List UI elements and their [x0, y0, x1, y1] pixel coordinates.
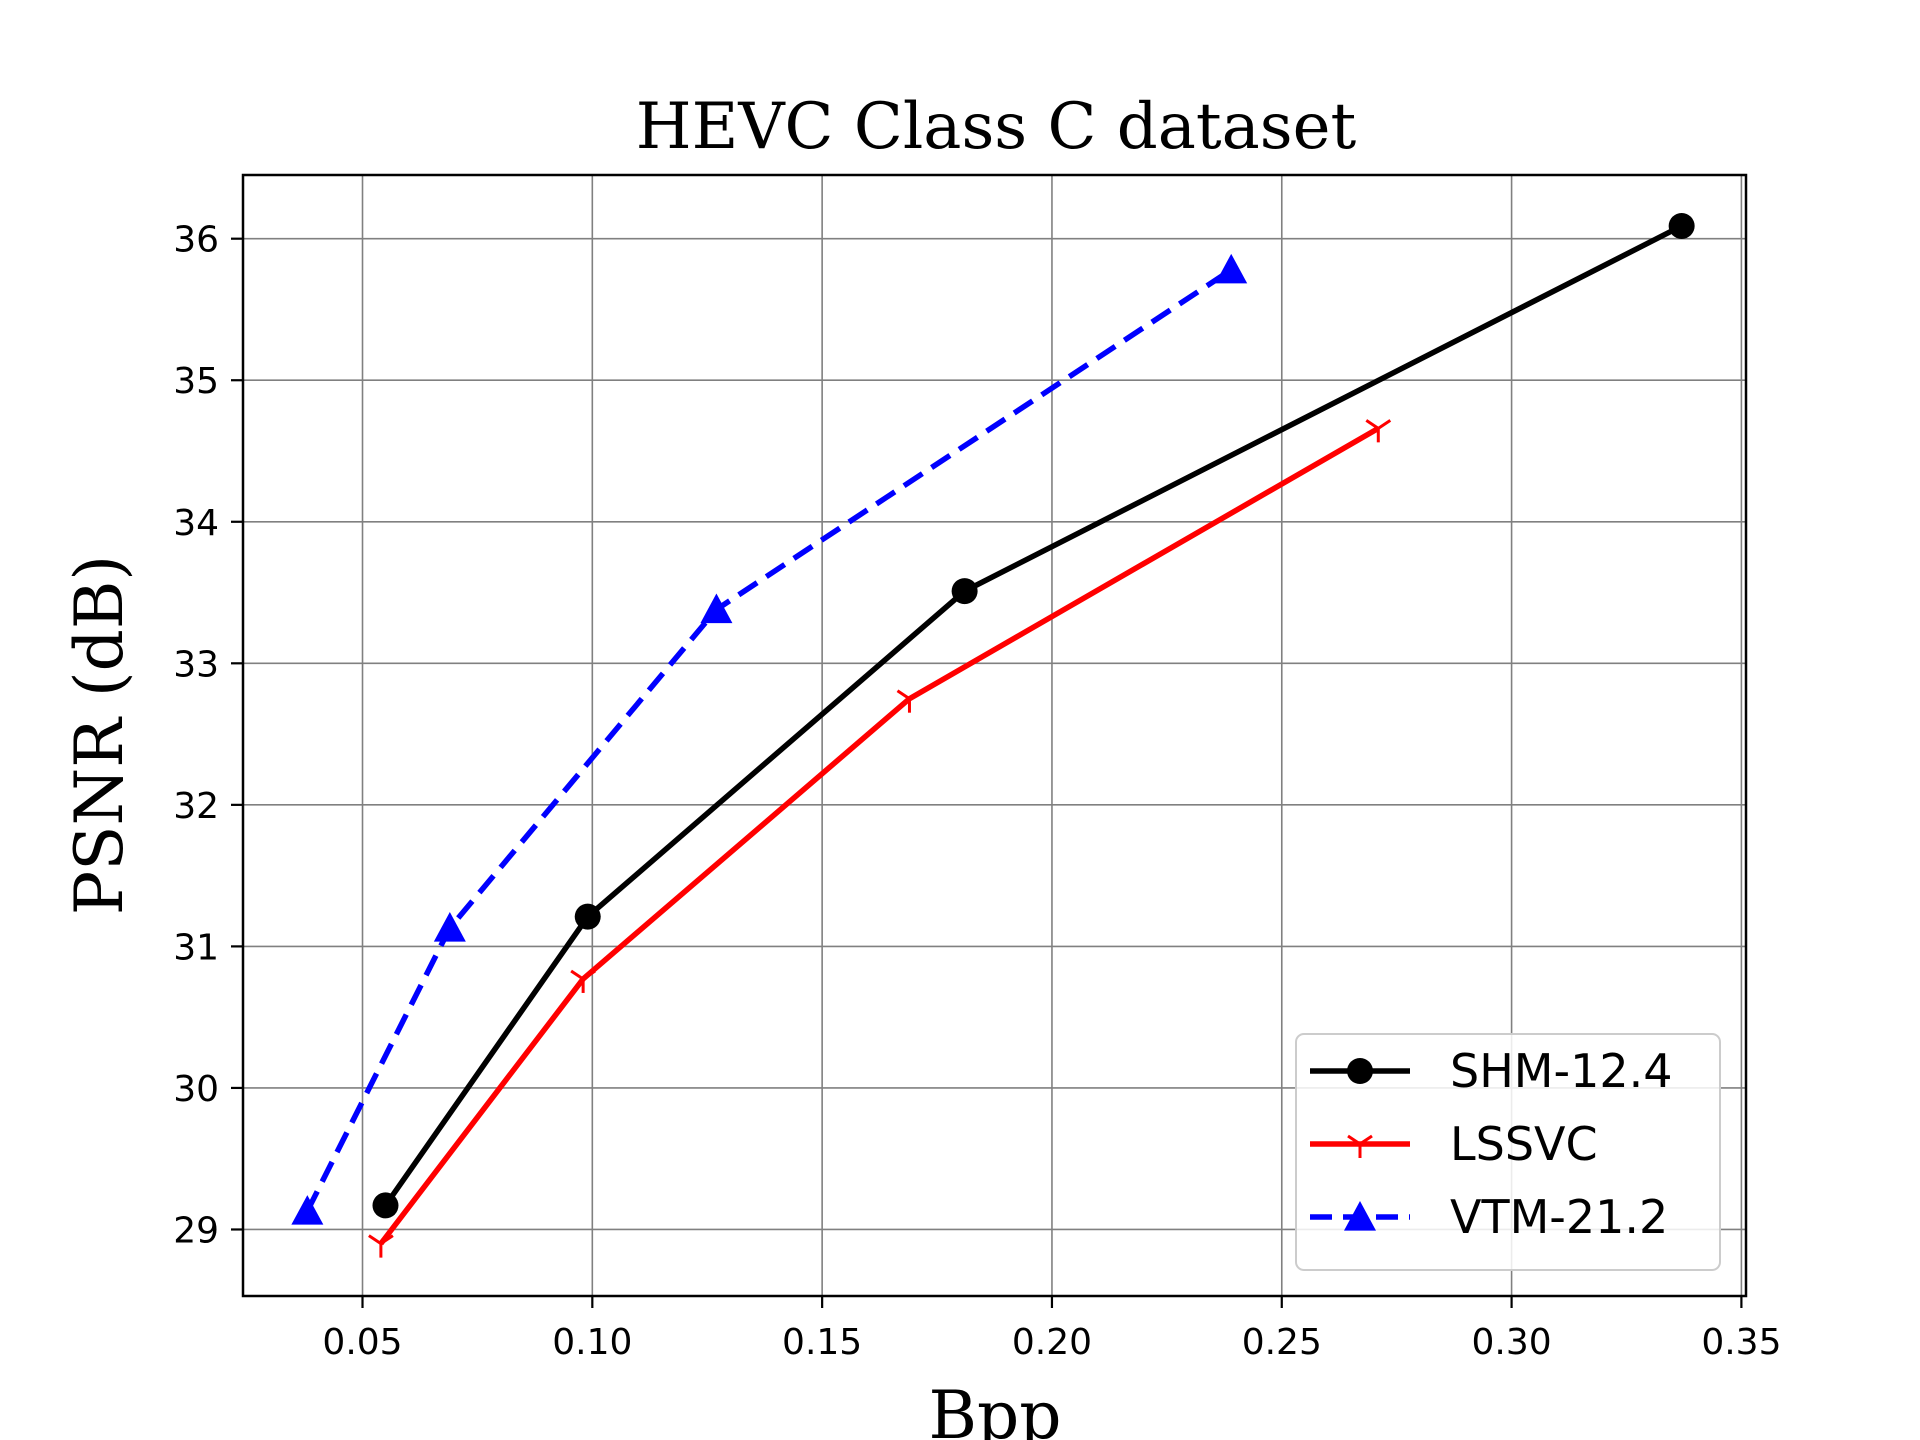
- data-point: [570, 969, 596, 993]
- legend-item-vtm-21-2: VTM-21.2: [1310, 1190, 1668, 1244]
- legend-label: SHM-12.4: [1450, 1044, 1673, 1098]
- y-axis-label: PSNR (dB): [61, 555, 138, 915]
- grid: [243, 175, 1746, 1296]
- y-tick-label: 34: [173, 503, 219, 544]
- x-tick-label: 0.35: [1701, 1322, 1781, 1363]
- legend: SHM-12.4 LSSVC VTM-21.2: [1295, 1033, 1721, 1271]
- legend-items: SHM-12.4 LSSVC VTM-21.2: [1310, 1044, 1673, 1244]
- series-lssvc: [368, 419, 1392, 1258]
- data-point: [291, 1195, 324, 1225]
- y-tick-label: 30: [173, 1069, 219, 1110]
- data-point: [368, 1234, 394, 1258]
- y-tick-label: 31: [173, 927, 219, 968]
- data-point: [574, 903, 601, 930]
- y-tick-label: 36: [173, 220, 219, 261]
- data-point: [1365, 419, 1392, 443]
- x-tick-label: 0.25: [1242, 1322, 1322, 1363]
- data-point: [433, 911, 466, 942]
- legend-label: VTM-21.2: [1450, 1190, 1668, 1244]
- x-tick-label: 0.15: [782, 1322, 862, 1363]
- data-point: [1215, 253, 1248, 284]
- y-tick-label: 33: [173, 644, 219, 685]
- y-tick-label: 32: [173, 786, 219, 827]
- series-line-vtm-21-2: [304, 267, 1233, 1213]
- x-tick-label: 0.05: [322, 1322, 402, 1363]
- data-point: [1668, 212, 1695, 239]
- data-point: [951, 578, 978, 605]
- series-line-lssvc: [378, 425, 1380, 1246]
- x-tick-label: 0.20: [1012, 1322, 1092, 1363]
- x-axis-label: Bpp: [929, 1377, 1062, 1440]
- y-tick-label: 29: [173, 1210, 219, 1251]
- x-tick-label: 0.10: [552, 1322, 632, 1363]
- axis-ticks: 0.05 0.10 0.15 0.20 0.25 0.30 0.35 29 30 31 32 33 34…: [173, 220, 1781, 1363]
- series-vtm-21-2: [291, 253, 1248, 1225]
- data-point: [700, 593, 733, 624]
- y-tick-label: 35: [173, 361, 219, 402]
- plot-frame: [241, 173, 1748, 1298]
- chart-title: HEVC Class C dataset: [636, 90, 1357, 164]
- x-tick-label: 0.30: [1472, 1322, 1552, 1363]
- series-line-shm-12-4: [383, 223, 1683, 1207]
- data-point: [896, 689, 923, 713]
- series-shm-12-4: [372, 212, 1695, 1219]
- legend-marker: [1344, 1201, 1376, 1231]
- legend-marker: [1347, 1058, 1373, 1084]
- legend-box: [1295, 1033, 1721, 1271]
- legend-marker: [1347, 1134, 1373, 1158]
- legend-label: LSSVC: [1450, 1117, 1598, 1171]
- data-point: [372, 1192, 399, 1219]
- legend-item-shm-12-4: SHM-12.4: [1310, 1044, 1673, 1098]
- legend-item-lssvc: LSSVC: [1310, 1117, 1598, 1171]
- series-layer: [291, 212, 1695, 1258]
